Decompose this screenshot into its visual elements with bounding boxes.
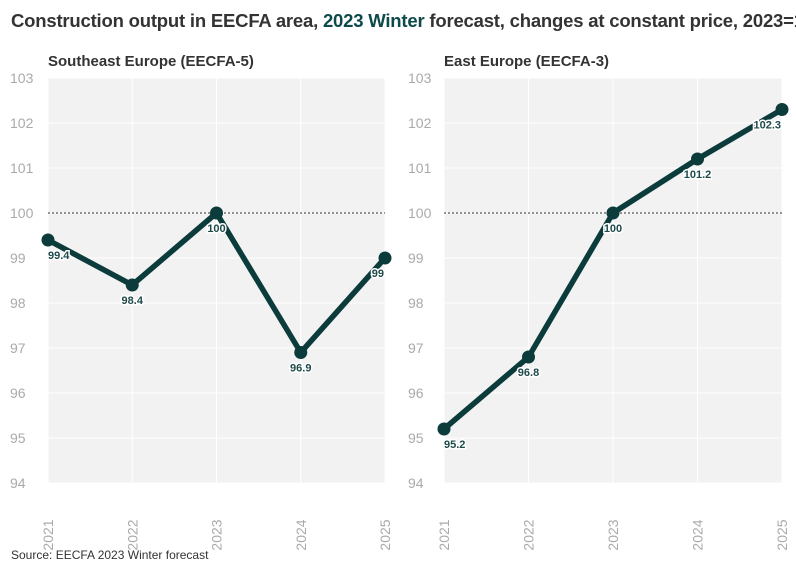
- data-label: 102.3: [753, 120, 781, 132]
- y-tick-label: 95: [10, 430, 26, 446]
- x-tick-label: 2024: [293, 519, 309, 550]
- y-tick-label: 99: [408, 250, 424, 266]
- y-tick-label: 98: [408, 295, 424, 311]
- title-prefix: Construction output in EECFA area,: [11, 10, 323, 31]
- data-point: [210, 206, 223, 220]
- y-tick-label: 103: [408, 70, 432, 86]
- panel-title: Southeast Europe (EECFA-5): [48, 53, 254, 70]
- x-tick-label: 2021: [40, 519, 56, 550]
- data-point: [125, 278, 139, 292]
- x-tick-label: 2023: [209, 519, 225, 550]
- title-accent: 2023 Winter: [322, 10, 425, 31]
- chart-panel-2: East Europe (EECFA-3) 94 95 96 97 98 99 100 101 1…: [408, 53, 790, 551]
- x-tick-label: 2025: [377, 519, 393, 550]
- y-tick-label: 97: [408, 340, 424, 356]
- data-label: 96.8: [518, 367, 539, 379]
- data-point: [41, 233, 55, 247]
- data-label: 95.2: [444, 439, 465, 451]
- data-point: [775, 103, 789, 116]
- data-point: [437, 422, 451, 436]
- data-label: 98.4: [122, 295, 144, 307]
- y-tick-label: 102: [10, 115, 34, 131]
- data-point: [294, 346, 308, 359]
- data-label: 100: [207, 223, 225, 235]
- y-tick-label: 101: [408, 160, 432, 176]
- y-tick-label: 95: [408, 430, 424, 446]
- y-tick-label: 97: [10, 340, 26, 356]
- y-tick-label: 96: [10, 385, 26, 401]
- y-tick-label: 100: [408, 205, 432, 221]
- x-tick-label: 2022: [124, 519, 140, 550]
- y-tick-label: 101: [10, 160, 34, 176]
- x-tick-label: 2022: [521, 519, 537, 550]
- data-label: 96.9: [290, 363, 311, 375]
- y-tick-label: 96: [408, 385, 424, 401]
- data-point: [522, 350, 535, 364]
- y-tick-label: 94: [408, 475, 424, 491]
- data-point: [378, 251, 392, 265]
- x-tick-label: 2024: [690, 519, 706, 550]
- chart-title: Construction output in EECFA area, 2023 …: [11, 10, 796, 32]
- data-label: 99.4: [48, 250, 70, 262]
- data-point: [691, 152, 704, 166]
- title-suffix: forecast, changes at constant price, 202…: [424, 10, 796, 31]
- data-label: 99: [372, 268, 384, 280]
- y-tick-label: 99: [10, 250, 26, 266]
- y-tick-label: 103: [10, 70, 34, 86]
- source-note: Source: EECFA 2023 Winter forecast: [11, 548, 209, 562]
- x-tick-label: 2023: [605, 519, 621, 550]
- data-point: [606, 206, 620, 220]
- y-tick-label: 98: [10, 295, 26, 311]
- y-tick-label: 102: [408, 115, 432, 131]
- panel-title: East Europe (EECFA-3): [444, 53, 609, 70]
- data-label: 100: [604, 223, 622, 235]
- y-tick-label: 100: [10, 205, 34, 221]
- chart-panel-1: Southeast Europe (EECFA-5) 94 95 96 97 98 99 10…: [10, 53, 393, 551]
- x-tick-label: 2025: [774, 519, 790, 550]
- y-tick-label: 94: [10, 475, 26, 491]
- data-label: 101.2: [684, 169, 712, 181]
- x-tick-label: 2021: [436, 519, 452, 550]
